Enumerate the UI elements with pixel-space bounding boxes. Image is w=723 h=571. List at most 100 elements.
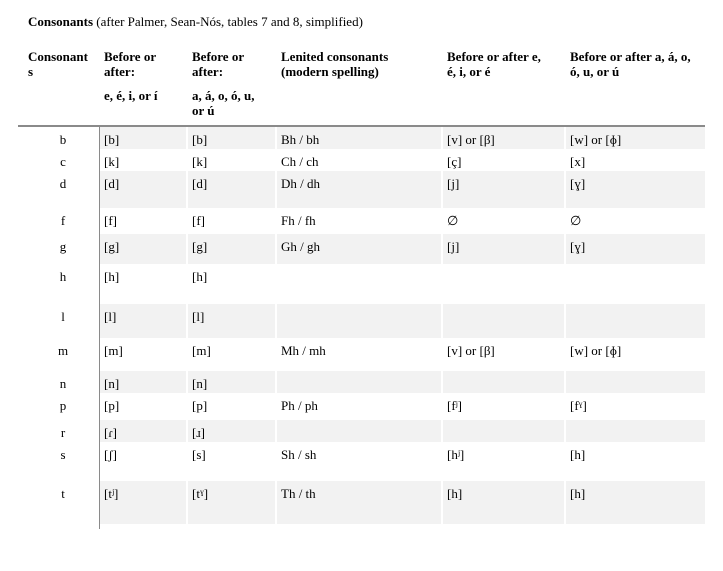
header-line: Lenited consonants — [281, 49, 389, 64]
table-header: Consonant s Before or after: e, é, i, or… — [18, 49, 723, 125]
table-cell: [tˠ] — [188, 481, 275, 524]
table-cell — [566, 264, 705, 304]
header-lenited-slender: Before or after e, é, i, or é — [443, 49, 564, 79]
header-before-after-broad: Before or after: a, á, o, ó, u, or ú — [188, 49, 275, 118]
table-cell — [443, 420, 564, 442]
header-consonants: Consonant s — [18, 49, 98, 79]
header-line: ó, u, or ú — [570, 64, 620, 79]
consonant-letter: c — [60, 154, 66, 169]
consonant-letter: s — [60, 447, 66, 462]
header-before-after-slender: Before or after: e, é, i, or í — [100, 49, 186, 103]
table-cell: Ph / ph — [281, 398, 318, 413]
table-cell: [j] — [443, 171, 564, 208]
table-cell — [277, 304, 441, 338]
table-body: b [b] [b] Bh / bh [v] or [β] [w] or [ɸ] c [k] [k… — [18, 125, 705, 529]
header-line: Before or — [104, 49, 157, 64]
table-cell: [v] or [β] — [447, 343, 495, 358]
table-cell: [m] — [192, 343, 211, 358]
table-cell: [w] or [ɸ] — [566, 127, 705, 149]
table-cell: [w] or [ɸ] — [570, 343, 622, 358]
table-cell: [h] — [104, 269, 120, 284]
table-cell — [443, 371, 564, 393]
table-row: b [b] [b] Bh / bh [v] or [β] [w] or [ɸ] — [18, 127, 705, 149]
table-row: s [ʃ] [s] Sh / sh [hʲ] [h] — [18, 442, 705, 481]
header-lenited-consonants: Lenited consonants (modern spelling) — [277, 49, 441, 79]
table-cell: [d] — [100, 171, 186, 208]
consonant-letter: m — [57, 343, 69, 358]
table-row: t [tʲ] [tˠ] Th / th [h] [h] — [18, 481, 705, 524]
header-line: Before or — [192, 49, 245, 64]
table-cell: [fʲ] — [447, 398, 463, 413]
table-cell: [p] — [192, 398, 208, 413]
table-cell: [k] — [104, 154, 120, 169]
table-cell — [443, 304, 564, 338]
consonant-letter: g — [59, 239, 67, 254]
header-line: é, i, or é — [447, 64, 491, 79]
table-cell: [v] or [β] — [443, 127, 564, 149]
header-line: after: — [192, 64, 224, 79]
consonant-letter: b — [59, 132, 67, 147]
table-cell: [f] — [104, 213, 117, 228]
table-cell: [g] — [100, 234, 186, 264]
table-cell — [443, 264, 564, 304]
table-cell: [n] — [188, 371, 275, 393]
table-row: g [g] [g] Gh / gh [j] [ɣ] — [18, 234, 705, 264]
table-cell: [d] — [188, 171, 275, 208]
header-line: (modern spelling) — [281, 64, 379, 79]
header-lenited-broad: Before or after a, á, o, ó, u, or ú — [566, 49, 705, 79]
header-line: e, é, i, or í — [104, 88, 158, 103]
table-cell: [ɣ] — [566, 171, 705, 208]
header-line: or ú — [192, 103, 215, 118]
header-line: Before or after e, — [447, 49, 541, 64]
page-title: Consonants (after Palmer, Sean-Nós, tabl… — [28, 14, 723, 30]
table-cell: [ɾ] — [100, 420, 186, 442]
table-cell: [h] — [570, 447, 586, 462]
consonant-letter: t — [61, 486, 65, 501]
header-line: Before or after a, á, o, — [570, 49, 691, 64]
header-line: after: — [104, 64, 136, 79]
table-cell: [ç] — [447, 154, 462, 169]
table-row: l [l] [l] — [18, 304, 705, 338]
table-cell: Sh / sh — [281, 447, 317, 462]
header-line: s — [28, 64, 34, 79]
table-cell: [f] — [192, 213, 205, 228]
table-cell: [j] — [443, 234, 564, 264]
table-row: c [k] [k] Ch / ch [ç] [x] — [18, 149, 705, 171]
table-row: f [f] [f] Fh / fh ∅ ∅ — [18, 208, 705, 234]
table-cell — [566, 420, 705, 442]
header-line: a, á, o, ó, u, — [192, 88, 255, 103]
table-cell: [h] — [192, 269, 208, 284]
table-cell — [277, 371, 441, 393]
table-cell: Th / th — [277, 481, 441, 524]
column-divider-line — [99, 127, 100, 529]
table-cell: [l] — [100, 304, 186, 338]
table-cell: [k] — [192, 154, 208, 169]
table-cell: Ch / ch — [281, 154, 319, 169]
table-cell: Dh / dh — [277, 171, 441, 208]
table-cell: [b] — [100, 127, 186, 149]
table-cell: [s] — [192, 447, 206, 462]
table-cell: [fˠ] — [570, 398, 587, 413]
title-bold-text: Consonants — [28, 14, 94, 29]
table-cell — [277, 420, 441, 442]
table-cell: [ɣ] — [566, 234, 705, 264]
table-cell: [g] — [188, 234, 275, 264]
consonant-letter: f — [60, 213, 66, 228]
table-row: h [h] [h] — [18, 264, 705, 304]
table-cell: Gh / gh — [277, 234, 441, 264]
title-caption-text: (after Palmer, Sean-Nós, tables 7 and 8,… — [93, 14, 363, 29]
table-cell: ∅ — [447, 213, 459, 228]
table-row: d [d] [d] Dh / dh [j] [ɣ] — [18, 171, 705, 208]
table-cell: [l] — [188, 304, 275, 338]
table-cell: [p] — [104, 398, 120, 413]
header-subline-group: e, é, i, or í — [104, 88, 186, 103]
table-cell: [n] — [100, 371, 186, 393]
table-cell: [ʃ] — [104, 447, 117, 462]
table-cell — [277, 264, 441, 304]
consonant-letter: d — [59, 176, 67, 191]
table-cell: [b] — [188, 127, 275, 149]
consonant-letter: r — [60, 425, 66, 440]
table-cell: [x] — [570, 154, 586, 169]
table-row: p [p] [p] Ph / ph [fʲ] [fˠ] — [18, 393, 705, 420]
consonant-letter: h — [59, 269, 67, 284]
